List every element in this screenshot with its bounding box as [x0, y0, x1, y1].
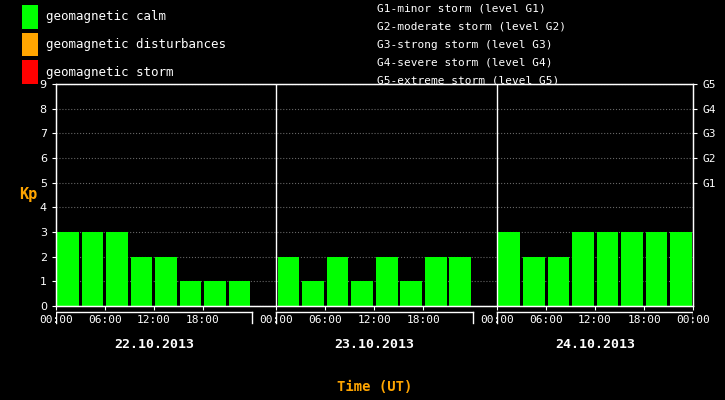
Bar [670, 232, 692, 306]
Bar [523, 257, 544, 306]
Bar [400, 281, 422, 306]
Bar [278, 257, 299, 306]
FancyBboxPatch shape [22, 60, 38, 84]
Text: geomagnetic calm: geomagnetic calm [46, 10, 167, 23]
Text: G3-strong storm (level G3): G3-strong storm (level G3) [377, 40, 552, 50]
Y-axis label: Kp: Kp [20, 188, 38, 202]
FancyBboxPatch shape [22, 33, 38, 56]
Bar [450, 257, 471, 306]
Text: 24.10.2013: 24.10.2013 [555, 338, 635, 351]
Text: G1-minor storm (level G1): G1-minor storm (level G1) [377, 3, 546, 13]
Bar [547, 257, 569, 306]
Bar [327, 257, 349, 306]
Bar [572, 232, 594, 306]
Bar [204, 281, 226, 306]
Bar [180, 281, 202, 306]
Bar [57, 232, 79, 306]
Bar [645, 232, 667, 306]
Bar [621, 232, 642, 306]
Bar [229, 281, 250, 306]
Bar [597, 232, 618, 306]
Text: G2-moderate storm (level G2): G2-moderate storm (level G2) [377, 22, 566, 32]
Bar [302, 281, 324, 306]
Text: Time (UT): Time (UT) [337, 380, 412, 394]
Text: G5-extreme storm (level G5): G5-extreme storm (level G5) [377, 76, 559, 86]
Bar [82, 232, 104, 306]
Bar [155, 257, 177, 306]
Text: 23.10.2013: 23.10.2013 [334, 338, 415, 351]
Bar [107, 232, 128, 306]
FancyBboxPatch shape [22, 5, 38, 28]
Text: 22.10.2013: 22.10.2013 [114, 338, 194, 351]
Bar [130, 257, 152, 306]
Bar [425, 257, 447, 306]
Text: geomagnetic storm: geomagnetic storm [46, 66, 174, 79]
Text: geomagnetic disturbances: geomagnetic disturbances [46, 38, 226, 51]
Bar [376, 257, 397, 306]
Bar [352, 281, 373, 306]
Bar [499, 232, 520, 306]
Text: G4-severe storm (level G4): G4-severe storm (level G4) [377, 58, 552, 68]
